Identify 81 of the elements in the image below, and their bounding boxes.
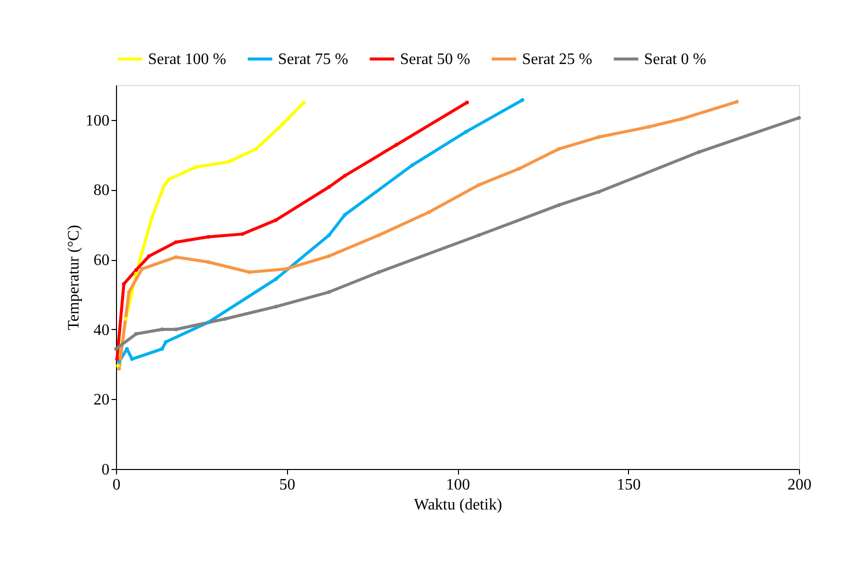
point	[597, 190, 601, 194]
point	[274, 218, 278, 222]
point	[477, 233, 481, 237]
point	[427, 210, 432, 214]
point	[174, 255, 178, 259]
legend-label: Serat 75 %	[278, 51, 348, 68]
y-tick-label: 20	[94, 392, 110, 409]
x-tick-label: 0	[112, 476, 120, 494]
point	[734, 100, 739, 104]
point	[464, 130, 468, 134]
point	[122, 282, 126, 286]
point	[274, 304, 278, 309]
point	[327, 185, 331, 189]
legend-label: Serat 0 %	[644, 51, 706, 68]
point	[797, 116, 801, 120]
point	[226, 160, 231, 164]
point	[206, 320, 210, 324]
point	[646, 125, 651, 129]
point	[134, 332, 138, 336]
point	[410, 163, 414, 168]
point	[206, 234, 210, 239]
point	[284, 267, 288, 271]
point	[680, 116, 684, 121]
point	[117, 360, 121, 364]
point	[327, 233, 331, 237]
point	[194, 165, 198, 169]
legend-label: Serat 100 %	[148, 51, 226, 68]
point	[162, 184, 166, 188]
point	[115, 357, 119, 361]
legend-label: Serat 50 %	[400, 51, 470, 68]
point	[342, 174, 347, 178]
point	[124, 317, 128, 321]
y-tick-label: 40	[94, 322, 110, 339]
point	[160, 347, 164, 351]
x-axis-title: Waktu (detik)	[414, 496, 502, 514]
y-tick-label: 60	[94, 252, 110, 270]
point	[117, 366, 121, 371]
y-tick-label: 80	[94, 182, 110, 200]
point	[557, 203, 561, 207]
point	[517, 166, 521, 171]
point	[280, 122, 284, 127]
point	[174, 327, 178, 332]
y-tick-label: 0	[102, 462, 110, 478]
point	[302, 100, 306, 104]
point	[164, 340, 168, 344]
point	[327, 290, 331, 294]
point	[174, 240, 178, 244]
point	[597, 135, 601, 139]
point	[150, 216, 154, 220]
y-tick-label: 100	[86, 112, 110, 130]
point	[394, 143, 398, 147]
point	[167, 177, 171, 182]
point	[327, 254, 331, 258]
point	[697, 150, 701, 154]
point	[223, 317, 228, 321]
point	[127, 290, 131, 294]
point	[134, 268, 138, 272]
point	[114, 347, 118, 351]
point	[377, 233, 381, 237]
point	[140, 267, 144, 271]
point	[557, 147, 561, 151]
legend-label: Serat 25 %	[522, 51, 592, 68]
point	[377, 270, 381, 274]
point	[134, 272, 138, 276]
line-series	[114, 116, 801, 351]
point	[274, 277, 278, 281]
point	[465, 100, 469, 104]
y-axis-title: Temperatur (°C)	[66, 224, 82, 330]
point	[520, 98, 524, 102]
point	[147, 254, 151, 258]
x-tick-label: 50	[279, 476, 296, 494]
x-tick-label: 200	[788, 476, 812, 494]
point	[477, 182, 481, 187]
x-tick-label: 100	[446, 476, 470, 494]
x-tick-label: 150	[616, 476, 641, 494]
point	[206, 260, 210, 264]
point	[140, 250, 144, 254]
point	[254, 147, 258, 151]
point	[240, 232, 244, 236]
point	[130, 357, 134, 361]
point	[342, 212, 347, 217]
